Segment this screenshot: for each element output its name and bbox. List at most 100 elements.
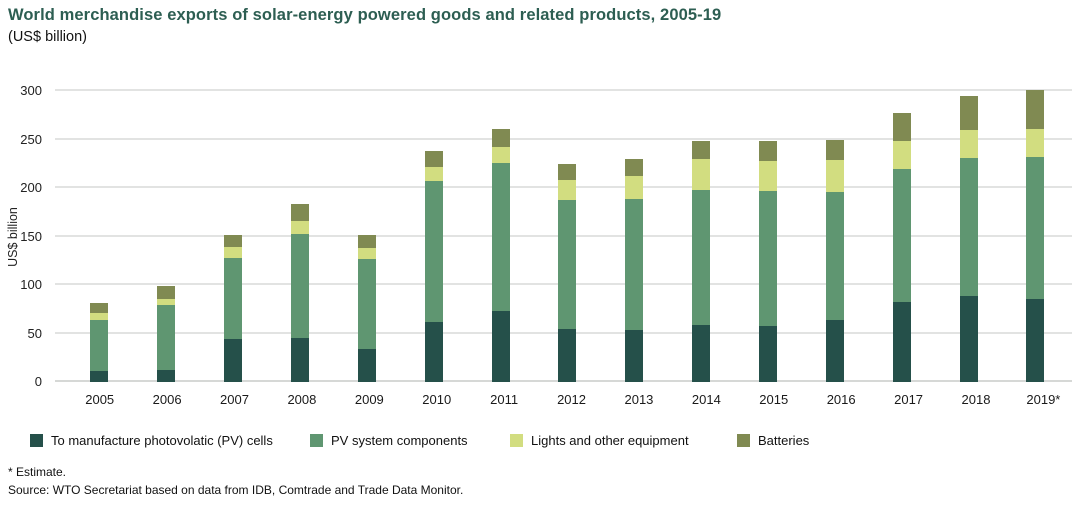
bar-segment (90, 313, 109, 320)
bar-cell-2005 (66, 91, 133, 382)
bar-cell-2009 (333, 91, 400, 382)
x-axis-label: 2005 (85, 392, 115, 407)
bar-segment (224, 247, 243, 258)
bar-segment (692, 158, 711, 190)
bar-segment (959, 157, 978, 296)
bar-segment (625, 176, 644, 199)
bar-segment (558, 163, 577, 181)
x-axis-labels: 2005 2006 2007 2008 2009 2010 2011 2012 2013 2014… (66, 392, 1077, 407)
bar-segment (558, 328, 577, 382)
chart-title: World merchandise exports of solar-energ… (8, 6, 722, 24)
bar-segment (959, 95, 978, 130)
bar-segment (90, 319, 109, 372)
bar-segment (224, 234, 243, 248)
stacked-bar-2010 (424, 151, 443, 382)
stacked-bar-2012 (558, 163, 577, 382)
bar-cell-2010 (400, 91, 467, 382)
legend-swatch-icon (30, 434, 43, 447)
stacked-bar-2011 (491, 128, 510, 382)
bar-cell-2008 (267, 91, 334, 382)
stacked-bar-2018 (959, 95, 978, 382)
bar-segment (759, 140, 778, 161)
bar-segment (357, 234, 376, 249)
stacked-bar-2009 (357, 234, 376, 382)
chart-subtitle: (US$ billion) (8, 29, 87, 45)
bar-segment (959, 129, 978, 158)
bar-segment (357, 258, 376, 350)
y-axis-tick-label: 0 (34, 374, 42, 389)
legend-swatch-icon (510, 434, 523, 447)
bar-segment (759, 325, 778, 382)
bar-segment (90, 302, 109, 314)
bar-segment (692, 141, 711, 159)
bar-cell-2011 (467, 91, 534, 382)
x-axis-label: 2013 (624, 392, 654, 407)
bars-row (66, 90, 1069, 382)
bar-cell-2017 (868, 91, 935, 382)
gridline-250 (55, 137, 1072, 140)
x-axis-label: 2018 (961, 392, 991, 407)
legend-item: Lights and other equipment (510, 433, 689, 448)
x-axis-label: 2019* (1026, 392, 1061, 407)
stacked-bar-2006 (157, 286, 176, 382)
x-axis-label: 2006 (152, 392, 182, 407)
stacked-bar-2008 (291, 203, 309, 382)
estimate-footnote: * Estimate. (8, 465, 67, 479)
x-axis-label: 2016 (826, 392, 856, 407)
stacked-bar-2014 (692, 141, 711, 382)
legend-label: Lights and other equipment (531, 433, 689, 448)
y-axis-tick-label: 150 (20, 228, 42, 244)
stacked-bar-2015 (759, 140, 778, 382)
legend-swatch-icon (737, 434, 750, 447)
bar-cell-2006 (133, 91, 200, 382)
y-axis-tick-label: 50 (27, 325, 42, 341)
bar-segment (291, 233, 309, 339)
bar-segment (1026, 128, 1045, 157)
x-axis-label: 2014 (691, 392, 721, 407)
legend-label: To manufacture photovolatic (PV) cells (51, 433, 273, 448)
bar-segment (625, 158, 644, 177)
bar-segment (491, 162, 510, 312)
stacked-bar-2013 (625, 158, 644, 382)
bar-segment (157, 305, 176, 371)
bar-segment (558, 180, 577, 200)
bar-segment (224, 257, 243, 340)
bar-cell-2019 (1002, 90, 1069, 382)
stacked-bar-2017 (892, 113, 911, 382)
bar-segment (825, 191, 844, 320)
x-axis-label: 2012 (557, 392, 586, 407)
x-axis-label: 2009 (354, 392, 384, 407)
bar-segment (625, 198, 644, 330)
bar-segment (357, 248, 376, 259)
bar-segment (625, 329, 644, 382)
bar-cell-2016 (801, 91, 868, 382)
legend-item: PV system components (310, 433, 468, 448)
bar-segment (692, 324, 711, 382)
source-footnote: Source: WTO Secretariat based on data fr… (8, 483, 464, 497)
bar-cell-2018 (935, 91, 1002, 382)
bar-segment (892, 302, 911, 382)
bar-segment (157, 298, 176, 306)
bar-segment (558, 199, 577, 329)
x-axis-label: 2010 (422, 392, 452, 407)
stacked-bar-2019 (1026, 90, 1045, 382)
bar-segment (825, 139, 844, 160)
y-axis-tick-label: 100 (20, 277, 42, 292)
x-axis-label: 2008 (287, 392, 317, 407)
bar-segment (291, 203, 309, 221)
x-axis-label: 2011 (490, 392, 519, 407)
bar-segment (157, 286, 176, 299)
bar-segment (825, 319, 844, 382)
bar-cell-2012 (534, 91, 601, 382)
bar-segment (892, 113, 911, 142)
bar-segment (491, 147, 510, 163)
stacked-bar-2007 (224, 234, 243, 382)
bar-segment (157, 370, 176, 382)
gridline-300 (55, 89, 1072, 91)
bar-segment (491, 311, 510, 382)
legend-label: Batteries (758, 433, 810, 448)
bar-segment (892, 141, 911, 169)
bar-segment (1026, 298, 1045, 382)
bar-cell-2007 (200, 91, 267, 382)
bar-segment (424, 181, 443, 322)
